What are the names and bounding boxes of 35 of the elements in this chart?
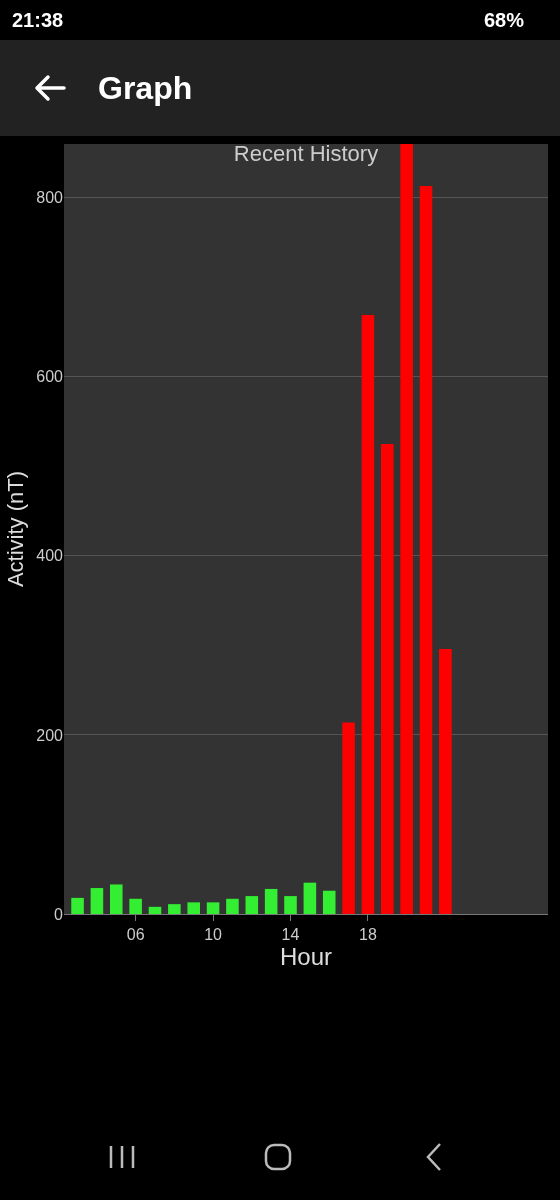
bar bbox=[206, 902, 220, 914]
bar bbox=[109, 884, 123, 914]
y-tick-label: 400 bbox=[36, 547, 64, 565]
bar bbox=[264, 888, 278, 914]
y-tick-label: 800 bbox=[36, 189, 64, 207]
bar bbox=[90, 888, 104, 914]
bar bbox=[381, 443, 394, 914]
bar bbox=[71, 897, 84, 914]
y-tick-label: 600 bbox=[36, 368, 64, 386]
y-tick-label: 0 bbox=[54, 905, 64, 923]
text: Graph bbox=[98, 70, 193, 107]
x-tick-label: 10 bbox=[204, 926, 223, 944]
bar bbox=[168, 904, 181, 914]
bar bbox=[361, 315, 375, 914]
y-tick-label: 200 bbox=[36, 726, 64, 744]
bar bbox=[226, 898, 239, 914]
chart-title: Recent History bbox=[233, 141, 379, 167]
bar bbox=[342, 722, 355, 914]
bar bbox=[148, 906, 162, 914]
x-tick-label: 06 bbox=[126, 926, 145, 944]
bar bbox=[419, 186, 433, 914]
bar bbox=[439, 648, 452, 914]
bar bbox=[245, 896, 259, 914]
text: 68% bbox=[483, 9, 524, 32]
bar bbox=[400, 144, 413, 914]
bar bbox=[303, 882, 317, 914]
text: 21:38 bbox=[12, 9, 64, 32]
bar bbox=[284, 896, 297, 914]
x-tick-label: 18 bbox=[359, 926, 377, 944]
bar bbox=[129, 898, 142, 914]
bar bbox=[187, 902, 200, 914]
x-tick-label: 14 bbox=[281, 926, 300, 944]
bar bbox=[322, 890, 336, 914]
x-axis-title: Hour bbox=[279, 943, 333, 971]
y-axis-title: Activity (nT) bbox=[3, 470, 29, 588]
